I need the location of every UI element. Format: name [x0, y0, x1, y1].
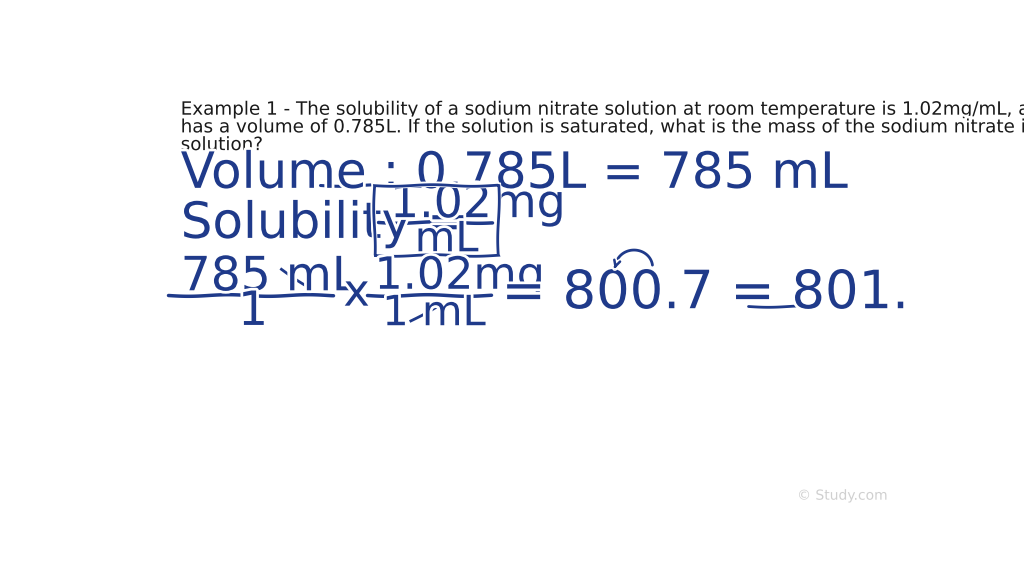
Text: 1 mL: 1 mL — [382, 292, 485, 334]
Text: solution?: solution? — [180, 136, 263, 154]
Text: has a volume of 0.785L. If the solution is saturated, what is the mass of the so: has a volume of 0.785L. If the solution … — [180, 119, 1024, 137]
Text: 1: 1 — [238, 290, 268, 335]
Text: x: x — [343, 272, 370, 314]
Text: © Study.com: © Study.com — [797, 488, 888, 503]
Bar — [375, 185, 499, 255]
Text: 1.02mg: 1.02mg — [390, 182, 565, 227]
Text: Example 1 - The solubility of a sodium nitrate solution at room temperature is 1: Example 1 - The solubility of a sodium n… — [180, 101, 1024, 119]
Text: 785 mL: 785 mL — [180, 255, 358, 300]
Text: Solubility =: Solubility = — [180, 200, 469, 248]
Text: Volume : 0.785L = 785 mL: Volume : 0.785L = 785 mL — [180, 150, 848, 198]
Text: = 800.7 = 801.: = 800.7 = 801. — [502, 267, 909, 319]
Text: mL: mL — [415, 218, 478, 260]
Text: 1.02mg: 1.02mg — [375, 255, 545, 298]
